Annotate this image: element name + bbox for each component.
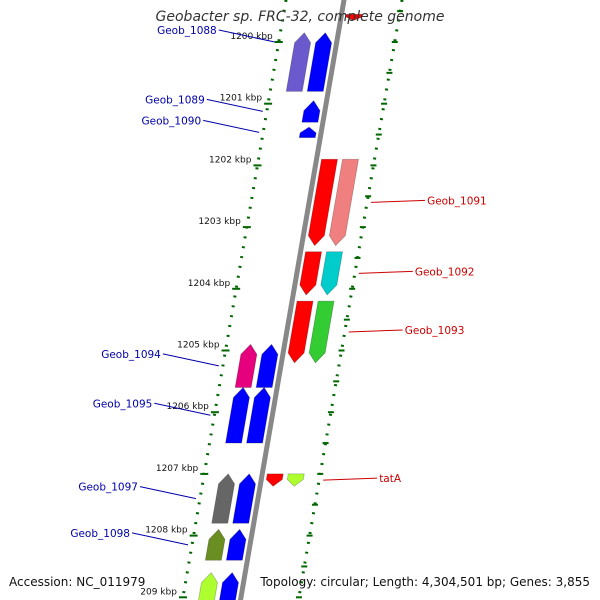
gene-arrow [307,158,339,247]
gene-arrow [301,99,321,123]
gene-label: Geob_1095 [93,398,153,410]
gene-label: Geob_1088 [157,25,217,37]
tick-label: 1205 kbp [177,341,220,351]
gene-label-leader [162,353,219,367]
gene-label: tatA [379,473,402,485]
gene-arrow [287,300,314,364]
gene-arrow [298,126,317,139]
tick-label: 209 kbp [140,587,177,597]
gene-label: Geob_1094 [101,349,161,361]
gene-label: Geob_1090 [141,115,201,127]
tick-label: 1201 kbp [220,94,263,104]
backbone-line [237,0,347,600]
tick-label: 1207 kbp [156,464,199,474]
gene-label: Geob_1093 [405,325,465,337]
gene-label: Geob_1091 [427,195,487,207]
tick-label: 1206 kbp [166,402,209,412]
gene-label-leader [206,98,263,112]
gene-arrow [198,571,218,600]
tick-label: 1204 kbp [188,279,231,289]
gene-arrow [328,158,360,247]
gene-arrow [225,528,247,561]
gene-label-leader [154,402,211,416]
gene-arrow [345,13,364,21]
gene-label-leader [371,199,426,203]
gene-arrow [285,32,312,92]
map-title: Geobacter sp. FRC-32, complete genome [155,9,445,25]
gene-label-leader [139,486,197,500]
gene-label-leader [358,270,413,274]
gene-label-leader [348,329,403,333]
gene-arrow [306,32,333,92]
gene-label: Geob_1092 [415,266,475,278]
gene-label-leader [131,532,189,546]
gene-arrow [320,251,344,296]
gene-arrow [286,473,305,487]
gene-arrow [219,571,239,600]
gene-label: Geob_1097 [78,482,138,494]
tick-label: 1208 kbp [145,526,188,536]
tick-label: 1203 kbp [198,217,241,227]
gene-arrow [232,473,256,524]
gene-arrow [265,473,284,487]
gene-label-leader [203,119,260,133]
left-ruler [180,0,288,600]
accession-text: Accession: NC_011979 [9,575,146,589]
topology-text: Topology: circular; Length: 4,304,501 bp… [260,575,590,589]
gene-label: Geob_1089 [145,94,205,106]
gene-arrow [234,343,258,388]
gene-arrow [211,473,235,524]
gene-arrow [246,386,271,444]
gene-arrow [308,300,335,364]
gene-arrow [255,343,279,388]
gene-arrow [204,528,226,561]
gene-arrow [225,386,250,444]
gene-label-leader [323,477,378,481]
tick-label: 1202 kbp [209,155,252,165]
gene-label-leader [218,29,275,43]
gene-label: Geob_1098 [70,528,130,540]
gene-arrow [299,251,323,296]
